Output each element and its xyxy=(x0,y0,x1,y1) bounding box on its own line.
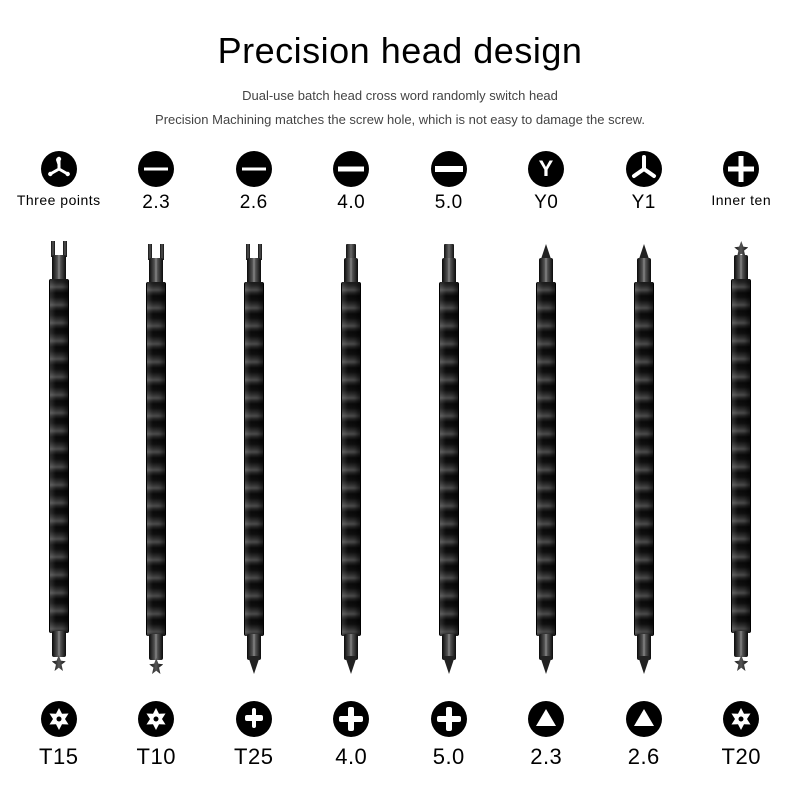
subtitle-line-1: Dual-use batch head cross word randomly … xyxy=(0,88,800,103)
bit-column: Three points T15 xyxy=(14,150,104,770)
top-bit-label: Y1 xyxy=(632,192,656,214)
bit-illustration xyxy=(209,220,299,698)
bit-column: 4.0 4.0 xyxy=(306,150,396,770)
bit-column: 2.6 T25 xyxy=(209,150,299,770)
y-tri-icon xyxy=(625,150,663,188)
top-bit-label: Inner ten xyxy=(711,192,771,208)
slot-medium-icon xyxy=(332,150,370,188)
triangle-icon xyxy=(527,700,565,738)
torx-6-icon xyxy=(722,700,760,738)
torx-6-icon xyxy=(40,700,78,738)
bit-column: 2.3 T10 xyxy=(111,150,201,770)
slot-wide-icon xyxy=(430,150,468,188)
top-bit-label: 5.0 xyxy=(435,192,463,214)
bit-column: Inner ten T20 xyxy=(696,150,786,770)
bit-column: Y Y0 2.3 xyxy=(501,150,591,770)
y-letter-icon: Y xyxy=(527,150,565,188)
triangle-icon xyxy=(625,700,663,738)
phillips-icon xyxy=(430,700,468,738)
three-points-icon xyxy=(40,150,78,188)
bottom-bit-label: 2.3 xyxy=(530,744,562,770)
bottom-bit-label: 4.0 xyxy=(335,744,367,770)
phillips-icon xyxy=(332,700,370,738)
top-bit-label: 4.0 xyxy=(337,192,365,214)
svg-text:Y: Y xyxy=(539,156,554,181)
top-bit-label: 2.3 xyxy=(142,192,170,214)
bottom-bit-label: T20 xyxy=(722,744,761,770)
top-bit-label: 2.6 xyxy=(240,192,268,214)
bottom-bit-label: T15 xyxy=(39,744,78,770)
bottom-bit-label: T25 xyxy=(234,744,273,770)
bit-illustration xyxy=(501,220,591,698)
bit-illustration xyxy=(599,220,689,698)
bit-illustration xyxy=(306,220,396,698)
top-bit-label: Three points xyxy=(17,192,101,208)
bit-column: 5.0 5.0 xyxy=(404,150,494,770)
cross-icon xyxy=(722,150,760,188)
infographic-canvas: Precision head design Dual-use batch hea… xyxy=(0,0,800,800)
page-title: Precision head design xyxy=(0,30,800,72)
bit-column: Y1 2.6 xyxy=(599,150,689,770)
bottom-bit-label: 2.6 xyxy=(628,744,660,770)
torx-6-icon xyxy=(137,700,175,738)
bit-illustration xyxy=(14,214,104,698)
bottom-bit-label: 5.0 xyxy=(433,744,465,770)
slot-narrow-icon xyxy=(137,150,175,188)
bit-illustration xyxy=(696,214,786,698)
bottom-bit-label: T10 xyxy=(137,744,176,770)
bit-illustration xyxy=(404,220,494,698)
phillips-circle-icon xyxy=(235,700,273,738)
slot-narrow-icon xyxy=(235,150,273,188)
subtitle-line-2: Precision Machining matches the screw ho… xyxy=(0,112,800,127)
bit-illustration xyxy=(111,220,201,698)
bit-columns: Three points T15 2.3 T10 xyxy=(0,150,800,770)
top-bit-label: Y0 xyxy=(534,192,558,214)
